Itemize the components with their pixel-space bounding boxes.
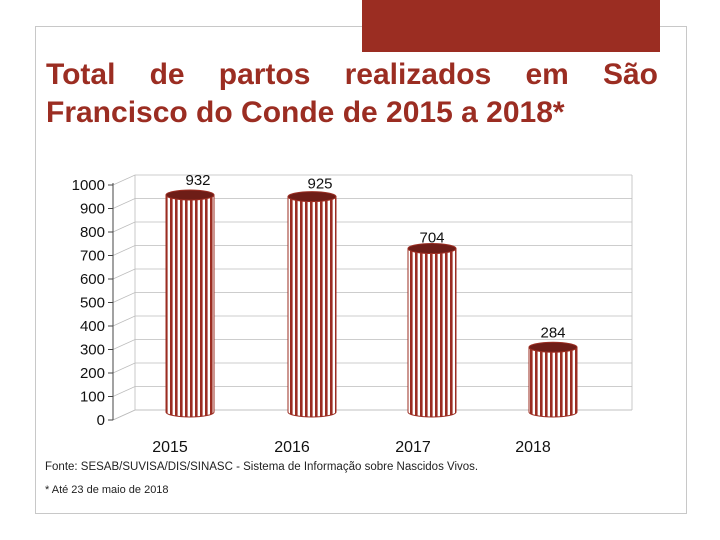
y-tick-label: 0: [97, 412, 105, 429]
y-tick-label: 500: [80, 295, 105, 312]
bar-body: [287, 196, 337, 418]
x-tick-label-2016: 2016: [274, 439, 310, 456]
y-tick-label: 700: [80, 248, 105, 265]
title-accent-bar: [362, 0, 660, 52]
data-label-2017: 704: [419, 230, 444, 247]
y-tick-label: 900: [80, 201, 105, 218]
x-tick-label-2018: 2018: [515, 439, 551, 456]
bar-body: [407, 248, 457, 418]
chart-floor: [112, 409, 632, 421]
y-tick-label: 400: [80, 318, 105, 335]
y-tick-label: 300: [80, 342, 105, 359]
y-tick-label: 200: [80, 365, 105, 382]
bar-cap: [287, 191, 337, 203]
footnote: * Até 23 de maio de 2018: [45, 484, 169, 496]
slide-frame: [35, 26, 687, 514]
y-axis: [108, 183, 114, 421]
bar-2015: [165, 189, 215, 418]
bar-2018: [528, 341, 578, 418]
gridlines: [112, 174, 633, 421]
x-tick-label-2015: 2015: [152, 439, 188, 456]
y-tick-label: 1000: [72, 177, 105, 194]
y-tick-label: 100: [80, 389, 105, 406]
bar-cap: [528, 341, 578, 353]
bar-body: [528, 346, 578, 418]
bar-cap: [165, 189, 215, 201]
chart-title: Total de partos realizados em São Franci…: [46, 58, 658, 129]
data-label-2018: 284: [540, 324, 565, 341]
labels: 0 100 200 300 400 500 600 700 800 900 1000 932 2015 9…: [72, 172, 566, 456]
bar-2016: [287, 191, 337, 418]
data-label-2015: 932: [185, 172, 210, 189]
y-tick-label: 600: [80, 271, 105, 288]
bar-cap: [407, 243, 457, 255]
y-tick-label: 800: [80, 224, 105, 241]
source-note: Fonte: SESAB/SUVISA/DIS/SINASC - Sistema…: [45, 461, 479, 473]
bars: [165, 189, 578, 418]
bar-2017: [407, 243, 457, 418]
bar-body: [165, 194, 215, 418]
x-tick-label-2017: 2017: [395, 439, 431, 456]
data-label-2016: 925: [307, 176, 332, 193]
